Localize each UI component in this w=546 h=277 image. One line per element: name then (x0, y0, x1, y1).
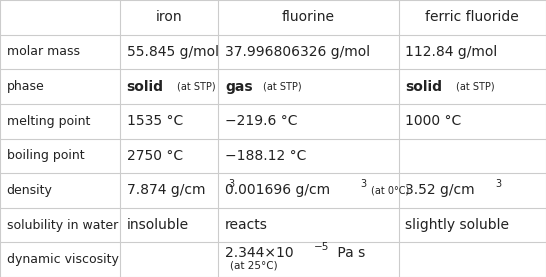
Text: solid: solid (405, 79, 442, 94)
Text: 112.84 g/mol: 112.84 g/mol (405, 45, 497, 59)
Text: 2750 °C: 2750 °C (127, 149, 183, 163)
Text: 2.344×10: 2.344×10 (225, 246, 294, 260)
Text: (at 0°C): (at 0°C) (371, 185, 410, 196)
Text: 3: 3 (360, 179, 367, 189)
Text: 3: 3 (495, 179, 501, 189)
Text: slightly soluble: slightly soluble (405, 218, 509, 232)
Text: −188.12 °C: −188.12 °C (225, 149, 306, 163)
Text: iron: iron (156, 10, 182, 24)
Text: −5: −5 (313, 242, 329, 252)
Text: melting point: melting point (7, 115, 90, 128)
Text: (at STP): (at STP) (263, 81, 302, 92)
Text: 1000 °C: 1000 °C (405, 114, 461, 128)
Text: molar mass: molar mass (7, 45, 80, 58)
Text: density: density (7, 184, 52, 197)
Text: 7.874 g/cm: 7.874 g/cm (127, 183, 205, 198)
Text: (at 25°C): (at 25°C) (230, 260, 278, 270)
Text: 0.001696 g/cm: 0.001696 g/cm (225, 183, 330, 198)
Text: reacts: reacts (225, 218, 268, 232)
Text: 3.52 g/cm: 3.52 g/cm (405, 183, 475, 198)
Text: Pa s: Pa s (334, 246, 366, 260)
Text: (at STP): (at STP) (455, 81, 494, 92)
Text: ferric fluoride: ferric fluoride (425, 10, 519, 24)
Text: gas: gas (225, 79, 253, 94)
Text: 55.845 g/mol: 55.845 g/mol (127, 45, 218, 59)
Text: (at STP): (at STP) (177, 81, 216, 92)
Text: phase: phase (7, 80, 44, 93)
Text: solid: solid (127, 79, 164, 94)
Text: 37.996806326 g/mol: 37.996806326 g/mol (225, 45, 370, 59)
Text: 1535 °C: 1535 °C (127, 114, 183, 128)
Text: dynamic viscosity: dynamic viscosity (7, 253, 118, 266)
Text: insoluble: insoluble (127, 218, 189, 232)
Text: −219.6 °C: −219.6 °C (225, 114, 298, 128)
Text: solubility in water: solubility in water (7, 219, 118, 232)
Text: boiling point: boiling point (7, 149, 84, 162)
Text: fluorine: fluorine (282, 10, 335, 24)
Text: 3: 3 (228, 179, 234, 189)
